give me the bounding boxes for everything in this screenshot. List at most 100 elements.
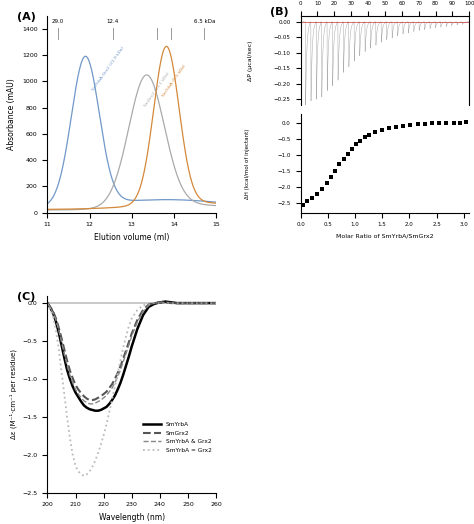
SmGrx2 [70, 375, 75, 381]
X-axis label: Elution volume (ml): Elution volume (ml) [94, 233, 170, 242]
SmYrbA = Grx2 [174, 300, 180, 306]
SmYrbA = Grx2 [81, 473, 87, 479]
SmYrbA & Grx2 [73, 386, 78, 392]
SmYrbA & Grx2 [56, 326, 62, 333]
SmGrx2 [104, 389, 109, 395]
SmYrbA [62, 355, 67, 361]
SmYrbA & Grx2 [59, 339, 64, 345]
SmYrbA = Grx2 [47, 306, 53, 312]
SmGrx2 [64, 357, 70, 364]
Point [361, 133, 369, 141]
SmGrx2 [47, 304, 53, 310]
SmYrbA [157, 299, 163, 305]
SmGrx2 [174, 300, 180, 306]
SmYrbA & Grx2 [75, 391, 81, 397]
SmGrx2 [123, 347, 129, 353]
SmYrbA [196, 300, 202, 306]
SmYrbA & Grx2 [50, 310, 56, 316]
SmYrbA = Grx2 [59, 368, 64, 375]
SmYrbA & Grx2 [98, 397, 104, 403]
Point [336, 160, 343, 169]
SmYrbA & Grx2 [123, 350, 129, 356]
SmYrbA & Grx2 [115, 374, 120, 380]
Point [365, 130, 373, 139]
SmYrbA & Grx2 [174, 300, 180, 306]
Point [303, 197, 311, 205]
SmYrbA = Grx2 [208, 300, 213, 306]
SmYrbA = Grx2 [135, 307, 140, 313]
SmYrbA & Grx2 [87, 401, 92, 407]
SmYrbA [191, 300, 197, 306]
SmYrbA [202, 300, 208, 306]
SmYrbA [107, 401, 112, 407]
SmYrbA & Grx2 [180, 300, 185, 306]
SmYrbA & Grx2 [213, 300, 219, 306]
SmYrbA [67, 376, 73, 382]
SmYrbA = Grx2 [87, 468, 92, 475]
SmYrbA = Grx2 [78, 471, 84, 477]
SmYrbA & Grx2 [109, 385, 115, 391]
SmGrx2 [62, 346, 67, 353]
SmYrbA = Grx2 [202, 300, 208, 306]
SmYrbA [104, 404, 109, 410]
SmYrbA = Grx2 [50, 313, 56, 320]
SmGrx2 [53, 315, 59, 321]
SmYrbA = Grx2 [123, 333, 129, 339]
X-axis label: Molar Ratio of SmYrbA/SmGrx2: Molar Ratio of SmYrbA/SmGrx2 [336, 233, 434, 238]
SmYrbA & Grx2 [95, 398, 101, 405]
SmYrbA & Grx2 [202, 300, 208, 306]
Point [436, 119, 443, 127]
SmYrbA = Grx2 [73, 463, 78, 469]
Point [308, 193, 316, 202]
SmYrbA = Grx2 [92, 457, 98, 464]
SmGrx2 [75, 386, 81, 392]
Text: (C): (C) [17, 291, 36, 302]
Text: 29.0: 29.0 [52, 18, 64, 24]
SmYrbA = Grx2 [104, 421, 109, 428]
SmYrbA [98, 407, 104, 413]
SmYrbA & Grx2 [129, 333, 135, 339]
SmGrx2 [135, 316, 140, 323]
Y-axis label: ΔH (kcal/mol of injectant): ΔH (kcal/mol of injectant) [245, 128, 250, 199]
SmGrx2 [90, 397, 95, 403]
Line: SmGrx2: SmGrx2 [47, 302, 216, 400]
SmYrbA = Grx2 [84, 471, 90, 477]
Legend: SmYrbA, SmGrx2, SmYrbA & Grx2, SmYrbA = Grx2: SmYrbA, SmGrx2, SmYrbA & Grx2, SmYrbA = … [142, 420, 213, 454]
SmGrx2 [45, 300, 50, 306]
SmYrbA = Grx2 [129, 315, 135, 321]
SmYrbA = Grx2 [107, 409, 112, 416]
SmYrbA & Grx2 [135, 319, 140, 325]
SmYrbA [118, 379, 123, 386]
SmYrbA [180, 300, 185, 306]
Point [352, 140, 360, 149]
SmGrx2 [118, 363, 123, 369]
SmGrx2 [107, 385, 112, 391]
SmYrbA = Grx2 [180, 300, 185, 306]
SmYrbA = Grx2 [98, 442, 104, 448]
Point [421, 119, 428, 128]
SmGrx2 [56, 324, 62, 331]
SmGrx2 [196, 300, 202, 306]
SmYrbA [151, 301, 157, 307]
SmGrx2 [98, 393, 104, 399]
SmGrx2 [168, 300, 174, 306]
SmYrbA & Grx2 [107, 389, 112, 395]
SmGrx2 [129, 330, 135, 336]
SmYrbA = Grx2 [45, 300, 50, 306]
SmGrx2 [112, 376, 118, 382]
SmYrbA & Grx2 [78, 395, 84, 401]
Line: SmYrbA = Grx2: SmYrbA = Grx2 [47, 303, 216, 476]
SmGrx2 [180, 300, 185, 306]
SmYrbA & Grx2 [64, 362, 70, 368]
SmGrx2 [151, 300, 157, 306]
SmYrbA & Grx2 [146, 302, 152, 309]
SmYrbA = Grx2 [151, 300, 157, 306]
SmYrbA [53, 318, 59, 324]
SmYrbA [50, 310, 56, 316]
SmYrbA [140, 312, 146, 319]
SmYrbA = Grx2 [90, 464, 95, 470]
SmYrbA = Grx2 [56, 345, 62, 352]
SmYrbA [120, 371, 126, 377]
SmGrx2 [59, 335, 64, 341]
SmYrbA & Grx2 [81, 398, 87, 404]
